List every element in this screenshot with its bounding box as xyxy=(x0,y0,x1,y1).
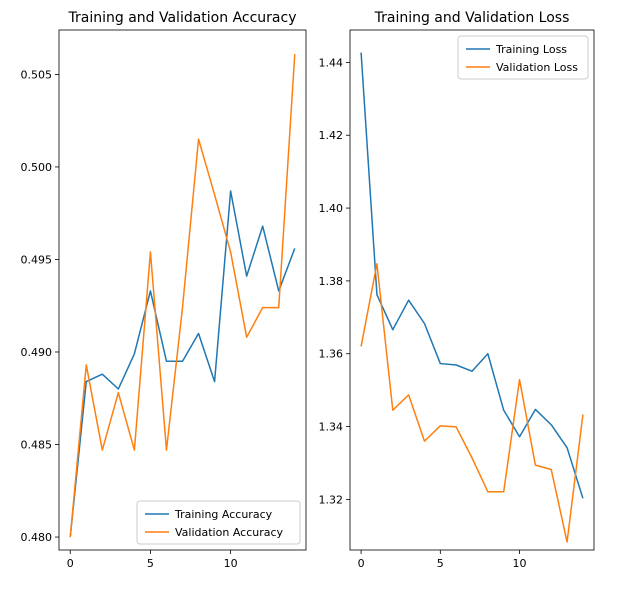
x-tick: 0 xyxy=(67,550,74,570)
y-tick-label: 1.44 xyxy=(319,56,344,69)
legend-label: Training Loss xyxy=(495,43,567,56)
x-tick-label: 5 xyxy=(147,557,154,570)
y-tick-label: 0.480 xyxy=(21,531,53,544)
series-line-validation xyxy=(69,54,296,538)
y-tick: 0.500 xyxy=(21,161,59,174)
y-tick: 0.495 xyxy=(21,253,59,266)
x-tick: 0 xyxy=(358,550,365,570)
series-line-training xyxy=(69,190,296,538)
y-tick: 1.34 xyxy=(319,421,350,434)
y-tick-label: 1.32 xyxy=(319,493,344,506)
y-tick-label: 1.40 xyxy=(319,202,344,215)
y-tick-label: 1.36 xyxy=(319,348,344,361)
legend-label: Training Accuracy xyxy=(174,508,273,521)
legend: Training Accuracy Validation Accuracy xyxy=(136,500,301,545)
x-tick-label: 10 xyxy=(224,557,238,570)
y-tick: 1.36 xyxy=(319,348,350,361)
series-line-training xyxy=(360,52,584,499)
legend-label: Validation Loss xyxy=(496,61,578,74)
y-tick: 0.480 xyxy=(21,531,59,544)
legend-box xyxy=(457,35,589,80)
y-tick: 0.505 xyxy=(21,68,59,81)
y-tick-label: 0.490 xyxy=(21,346,53,359)
x-tick-label: 10 xyxy=(513,557,527,570)
chart-title: Training and Validation Loss xyxy=(374,10,570,26)
x-tick-label: 0 xyxy=(358,557,365,570)
y-tick: 1.32 xyxy=(319,493,350,506)
y-tick-label: 0.495 xyxy=(21,253,53,266)
y-tick: 1.44 xyxy=(319,56,350,69)
y-tick-label: 0.505 xyxy=(21,68,53,81)
y-tick-label: 0.485 xyxy=(21,439,53,452)
legend-label: Validation Accuracy xyxy=(175,526,284,539)
x-tick-label: 5 xyxy=(437,557,444,570)
y-tick-label: 1.38 xyxy=(319,275,344,288)
y-tick-label: 1.34 xyxy=(319,421,344,434)
y-tick: 1.40 xyxy=(319,202,350,215)
legend: Training Loss Validation Loss xyxy=(457,35,589,80)
legend-box xyxy=(136,500,301,545)
accuracy-chart: Training and Validation Accuracy 0 5 10 0.48… xyxy=(21,10,307,570)
x-tick: 10 xyxy=(224,550,238,570)
loss-chart: Training and Validation Loss 0 5 10 1.32 1.34… xyxy=(319,10,595,570)
plot-frame xyxy=(58,29,307,551)
y-tick: 0.485 xyxy=(21,439,59,452)
x-tick: 10 xyxy=(513,550,527,570)
chart-title: Training and Validation Accuracy xyxy=(68,10,297,26)
y-tick: 1.42 xyxy=(319,129,350,142)
x-tick: 5 xyxy=(147,550,154,570)
plot-frame xyxy=(349,29,595,551)
y-tick: 1.38 xyxy=(319,275,350,288)
x-tick-label: 0 xyxy=(67,557,74,570)
x-tick: 5 xyxy=(437,550,444,570)
y-tick-label: 0.500 xyxy=(21,161,53,174)
series-line-validation xyxy=(360,263,584,543)
y-tick-label: 1.42 xyxy=(319,129,344,142)
y-tick: 0.490 xyxy=(21,346,59,359)
